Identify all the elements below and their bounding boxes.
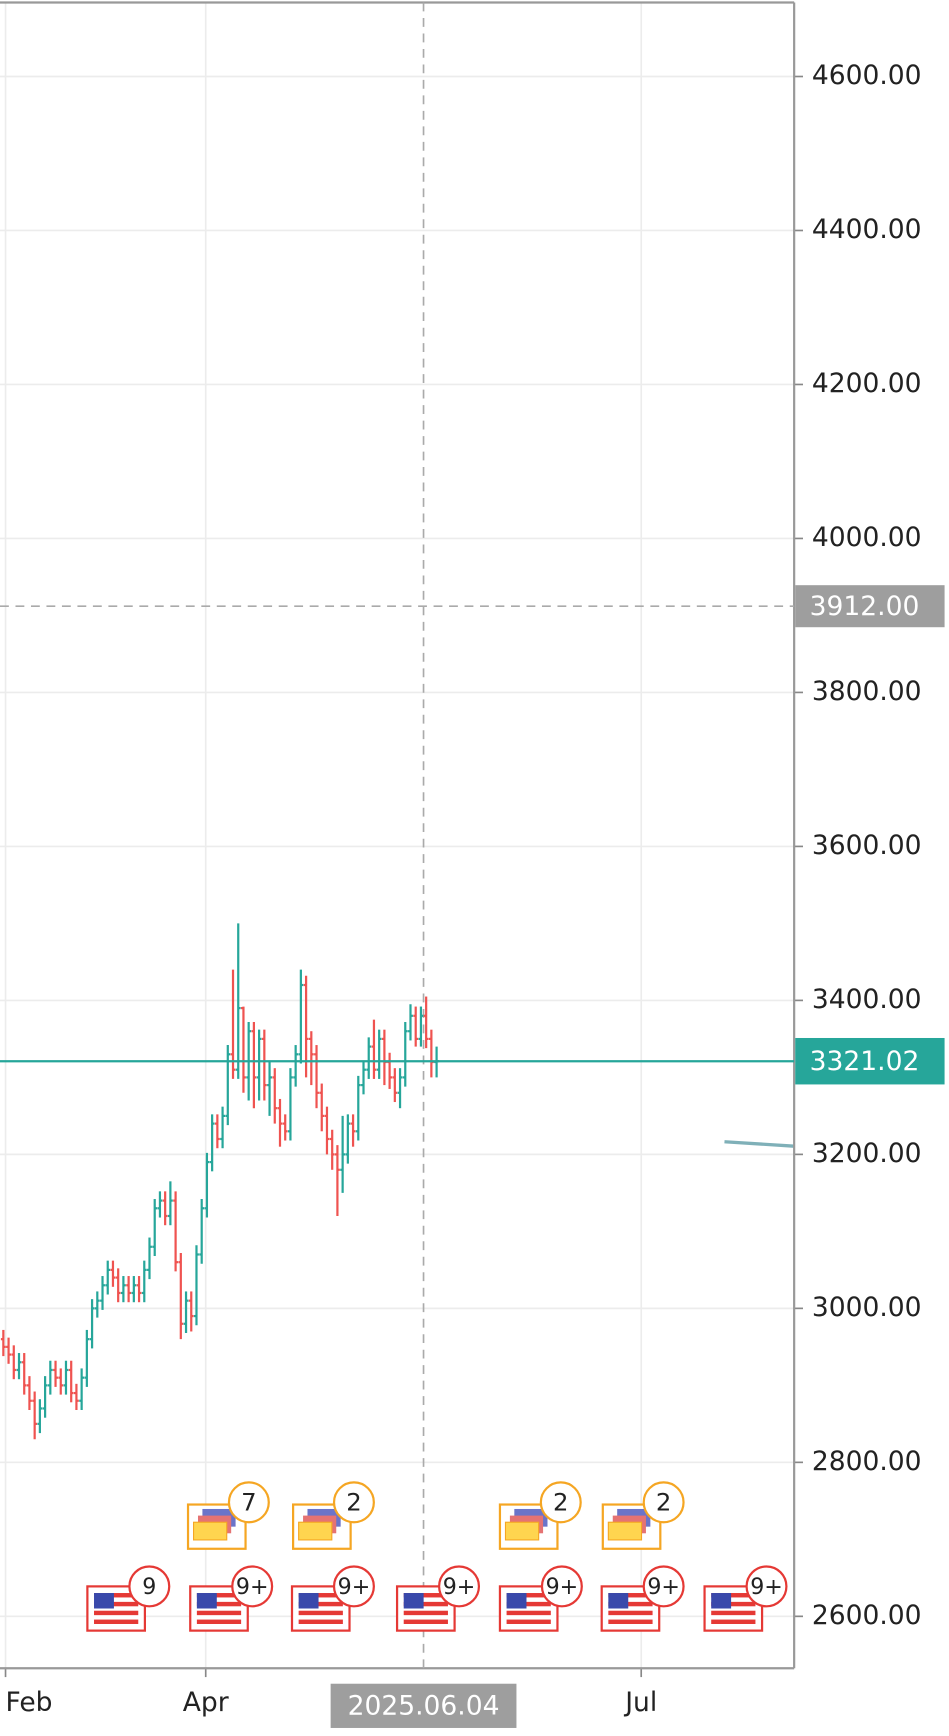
flag-canton bbox=[711, 1593, 732, 1609]
flag-stripe bbox=[403, 1593, 448, 1598]
event-count: 9+ bbox=[546, 1574, 579, 1600]
event-icon-layer bbox=[298, 1521, 333, 1541]
flag-stripe bbox=[608, 1619, 653, 1624]
flag-stripe bbox=[196, 1610, 242, 1616]
flag-stripe bbox=[506, 1601, 551, 1607]
event-badge bbox=[745, 1565, 788, 1608]
x-tick-label: Feb bbox=[6, 1687, 53, 1718]
flag-canton bbox=[94, 1593, 114, 1609]
event-badge bbox=[227, 1481, 270, 1524]
event-badge bbox=[540, 1565, 583, 1608]
event-badge bbox=[438, 1565, 481, 1608]
event-icon-layer bbox=[193, 1521, 228, 1541]
last-price-label: 3321.02 bbox=[810, 1046, 920, 1077]
flag-stripe bbox=[506, 1610, 551, 1616]
flag-stripe bbox=[608, 1610, 653, 1616]
y-tick-label: 3000.00 bbox=[812, 1292, 922, 1323]
y-tick-label: 3200.00 bbox=[812, 1138, 922, 1169]
flag-canton bbox=[608, 1593, 629, 1609]
flag-stripe bbox=[506, 1593, 551, 1598]
flag-stripe bbox=[196, 1593, 242, 1598]
flag-stripe bbox=[608, 1593, 653, 1598]
flag-stripe bbox=[711, 1593, 756, 1598]
y-tick-label: 3800.00 bbox=[812, 676, 922, 707]
flag-canton bbox=[196, 1593, 217, 1609]
event-count: 2 bbox=[346, 1487, 361, 1516]
flag-stripe bbox=[94, 1610, 139, 1616]
y-tick-label: 3400.00 bbox=[812, 984, 922, 1015]
event-count: 9+ bbox=[443, 1574, 476, 1600]
x-tick-label: Jul bbox=[623, 1687, 657, 1718]
crosshair-y-label: 3912.00 bbox=[810, 591, 920, 622]
event-icon-layer bbox=[504, 1521, 540, 1541]
y-tick-label: 4200.00 bbox=[812, 368, 922, 399]
y-tick-label: 4000.00 bbox=[812, 522, 922, 553]
y-tick-label: 2800.00 bbox=[812, 1446, 922, 1477]
flag-stripe bbox=[94, 1593, 139, 1598]
flag-stripe bbox=[298, 1593, 343, 1598]
event-count: 9+ bbox=[236, 1574, 269, 1600]
flag-stripe bbox=[403, 1601, 448, 1607]
flag-stripe bbox=[298, 1610, 343, 1616]
flag-stripe bbox=[711, 1601, 756, 1607]
drawing-line bbox=[724, 1140, 795, 1148]
flag-stripe bbox=[196, 1619, 242, 1624]
flag-stripe bbox=[196, 1601, 242, 1607]
event-count: 9+ bbox=[647, 1574, 680, 1600]
y-tick-label: 2600.00 bbox=[812, 1600, 922, 1631]
event-count: 2 bbox=[553, 1487, 568, 1516]
event-count: 2 bbox=[656, 1487, 671, 1516]
event-badge bbox=[231, 1565, 274, 1608]
flag-stripe bbox=[298, 1619, 343, 1624]
flag-stripe bbox=[506, 1619, 551, 1624]
flag-canton bbox=[506, 1593, 527, 1609]
event-count: 9+ bbox=[750, 1574, 783, 1600]
last-price-label-bg bbox=[795, 1037, 945, 1085]
y-tick-label: 3600.00 bbox=[812, 830, 922, 861]
crosshair-x-label: 2025.06.04 bbox=[348, 1690, 500, 1721]
crosshair-x-label-bg bbox=[330, 1683, 517, 1728]
flag-stripe bbox=[403, 1619, 448, 1624]
event-badge bbox=[332, 1565, 375, 1608]
event-badge bbox=[539, 1481, 582, 1524]
flag-stripe bbox=[94, 1601, 139, 1607]
event-badge bbox=[642, 1565, 685, 1608]
y-tick-label: 4600.00 bbox=[812, 60, 922, 91]
flag-canton bbox=[403, 1593, 424, 1609]
event-count: 9 bbox=[142, 1574, 156, 1600]
flag-stripe bbox=[403, 1610, 448, 1616]
event-icon-layer bbox=[607, 1521, 643, 1541]
flag-stripe bbox=[711, 1610, 756, 1616]
x-tick-label: Apr bbox=[183, 1687, 229, 1718]
flag-stripe bbox=[711, 1619, 756, 1624]
crosshair-y-label-bg bbox=[795, 585, 945, 628]
y-tick-label: 4400.00 bbox=[812, 214, 922, 245]
event-count: 9+ bbox=[338, 1574, 371, 1600]
flag-canton bbox=[298, 1593, 319, 1609]
flag-stripe bbox=[94, 1619, 139, 1624]
flag-stripe bbox=[608, 1601, 653, 1607]
event-badge bbox=[128, 1565, 171, 1608]
flag-stripe bbox=[298, 1601, 343, 1607]
event-count: 7 bbox=[241, 1487, 256, 1516]
event-badge bbox=[332, 1481, 375, 1524]
event-badge bbox=[642, 1481, 685, 1524]
